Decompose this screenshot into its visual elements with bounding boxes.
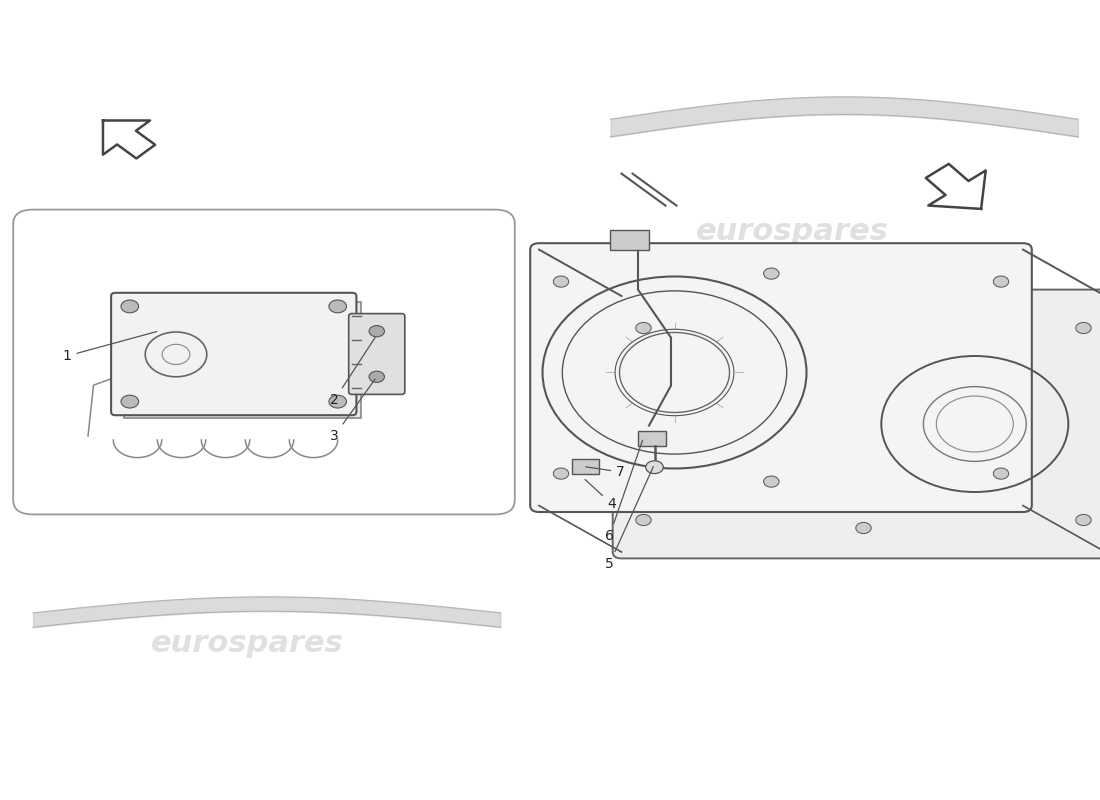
Text: 3: 3 xyxy=(330,379,375,443)
Circle shape xyxy=(856,522,871,534)
Circle shape xyxy=(993,468,1009,479)
Circle shape xyxy=(121,395,139,408)
Circle shape xyxy=(370,371,385,382)
Bar xyxy=(124,302,361,418)
Circle shape xyxy=(553,468,569,479)
Text: 2: 2 xyxy=(330,338,375,407)
Text: eurospares: eurospares xyxy=(151,630,344,658)
Circle shape xyxy=(1076,514,1091,526)
Circle shape xyxy=(763,268,779,279)
Text: 7: 7 xyxy=(585,465,625,479)
Bar xyxy=(572,459,600,474)
Circle shape xyxy=(121,300,139,313)
Text: 5: 5 xyxy=(605,466,653,571)
Polygon shape xyxy=(103,121,155,158)
Circle shape xyxy=(636,322,651,334)
Bar xyxy=(610,230,649,250)
Polygon shape xyxy=(926,164,986,209)
Text: eurospares: eurospares xyxy=(695,218,889,246)
FancyBboxPatch shape xyxy=(111,293,356,415)
Circle shape xyxy=(329,300,346,313)
FancyBboxPatch shape xyxy=(613,290,1100,558)
Circle shape xyxy=(329,395,346,408)
FancyBboxPatch shape xyxy=(530,243,1032,512)
Text: 6: 6 xyxy=(605,440,642,543)
Circle shape xyxy=(993,276,1009,287)
Text: eurospares: eurospares xyxy=(151,294,344,322)
Circle shape xyxy=(646,461,663,474)
Text: 4: 4 xyxy=(585,479,616,511)
Circle shape xyxy=(763,476,779,487)
FancyBboxPatch shape xyxy=(349,314,405,394)
FancyBboxPatch shape xyxy=(13,210,515,514)
Circle shape xyxy=(1076,322,1091,334)
Circle shape xyxy=(636,514,651,526)
Circle shape xyxy=(370,326,385,337)
Text: 1: 1 xyxy=(63,331,157,363)
Bar xyxy=(638,431,666,446)
Circle shape xyxy=(553,276,569,287)
